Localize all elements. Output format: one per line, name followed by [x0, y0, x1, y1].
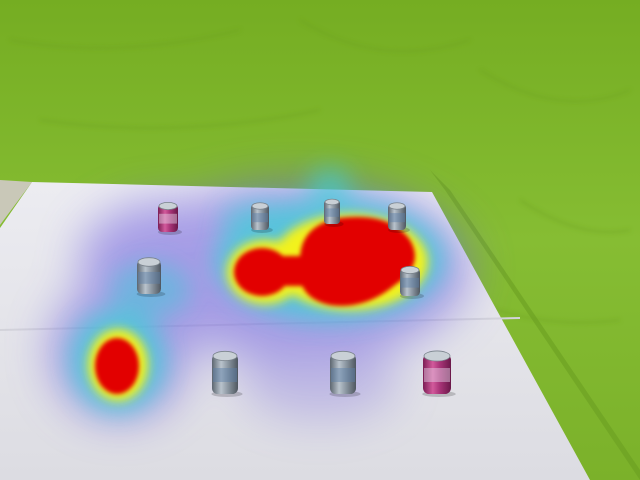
silver-can-8 [329, 350, 361, 397]
pink-can-1 [158, 201, 182, 235]
heatmap-overlay [50, 167, 470, 420]
silver-can-5 [136, 257, 166, 297]
silver-can-4 [388, 202, 410, 233]
left-floor-strip [0, 180, 32, 225]
silver-can-7 [211, 350, 243, 397]
silver-can-6 [400, 265, 424, 299]
heatmap-peak-layer [95, 216, 415, 394]
silver-can-3 [324, 198, 344, 227]
backdrop-wrinkles [9, 19, 631, 324]
silver-can-2 [251, 202, 273, 233]
pink-can-9 [422, 350, 456, 397]
cans-group [136, 198, 456, 397]
